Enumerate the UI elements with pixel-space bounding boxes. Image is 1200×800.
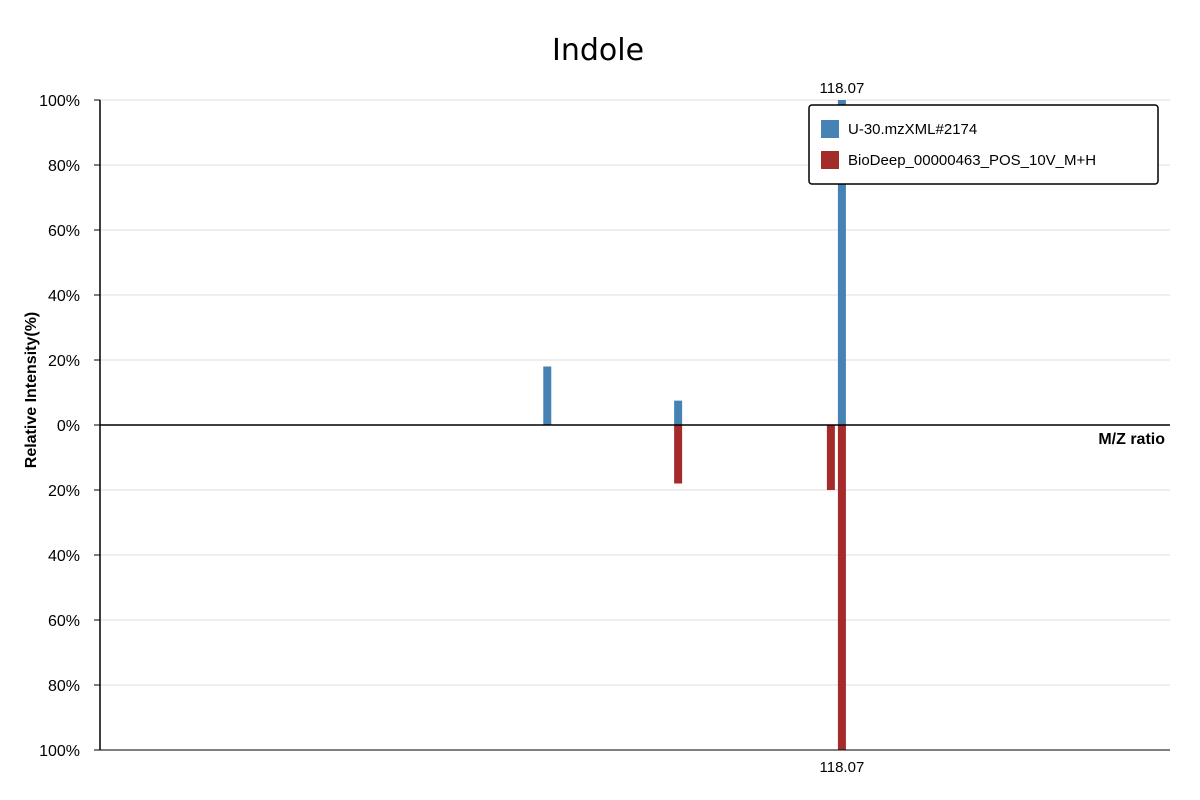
y-tick-label: 60% xyxy=(48,613,80,630)
y-axis-ticks: 100% 80% 60% 40% 20% 0% 20% 40% 60% 80% 100% xyxy=(39,93,100,760)
peak-bar xyxy=(674,400,683,425)
chart-title: Indole xyxy=(552,33,644,68)
peak-bar xyxy=(837,100,846,425)
y-tick-label: 40% xyxy=(48,288,80,305)
peak-bar xyxy=(674,425,683,484)
y-tick-label: 60% xyxy=(48,223,80,240)
legend-label-0: U-30.mzXML#2174 xyxy=(848,121,977,138)
peaks xyxy=(543,100,846,750)
y-tick-label: 0% xyxy=(57,418,80,435)
legend-swatch-0 xyxy=(821,120,839,138)
legend: U-30.mzXML#2174 BioDeep_00000463_POS_10V… xyxy=(808,104,1159,185)
y-tick-label: 20% xyxy=(48,483,80,500)
peak-bar xyxy=(837,425,846,750)
y-tick-label: 100% xyxy=(39,743,80,760)
legend-label-1: BioDeep_00000463_POS_10V_M+H xyxy=(848,152,1096,169)
peak-bar xyxy=(543,366,552,425)
y-tick-label: 40% xyxy=(48,548,80,565)
peak-bar xyxy=(826,425,835,490)
y-tick-label: 20% xyxy=(48,353,80,370)
legend-swatch-1 xyxy=(821,151,839,169)
y-tick-label: 100% xyxy=(39,93,80,110)
peak-label: 118.07 xyxy=(820,759,865,776)
y-axis-label: Relative Intensity(%) xyxy=(23,312,40,468)
gridlines xyxy=(100,99,1170,686)
y-tick-label: 80% xyxy=(48,158,80,175)
peak-labels: 118.07 118.07 xyxy=(820,80,865,776)
y-tick-label: 80% xyxy=(48,678,80,695)
legend-box xyxy=(808,104,1159,185)
peak-label: 118.07 xyxy=(820,80,865,97)
x-axis-label: M/Z ratio xyxy=(1098,431,1165,448)
